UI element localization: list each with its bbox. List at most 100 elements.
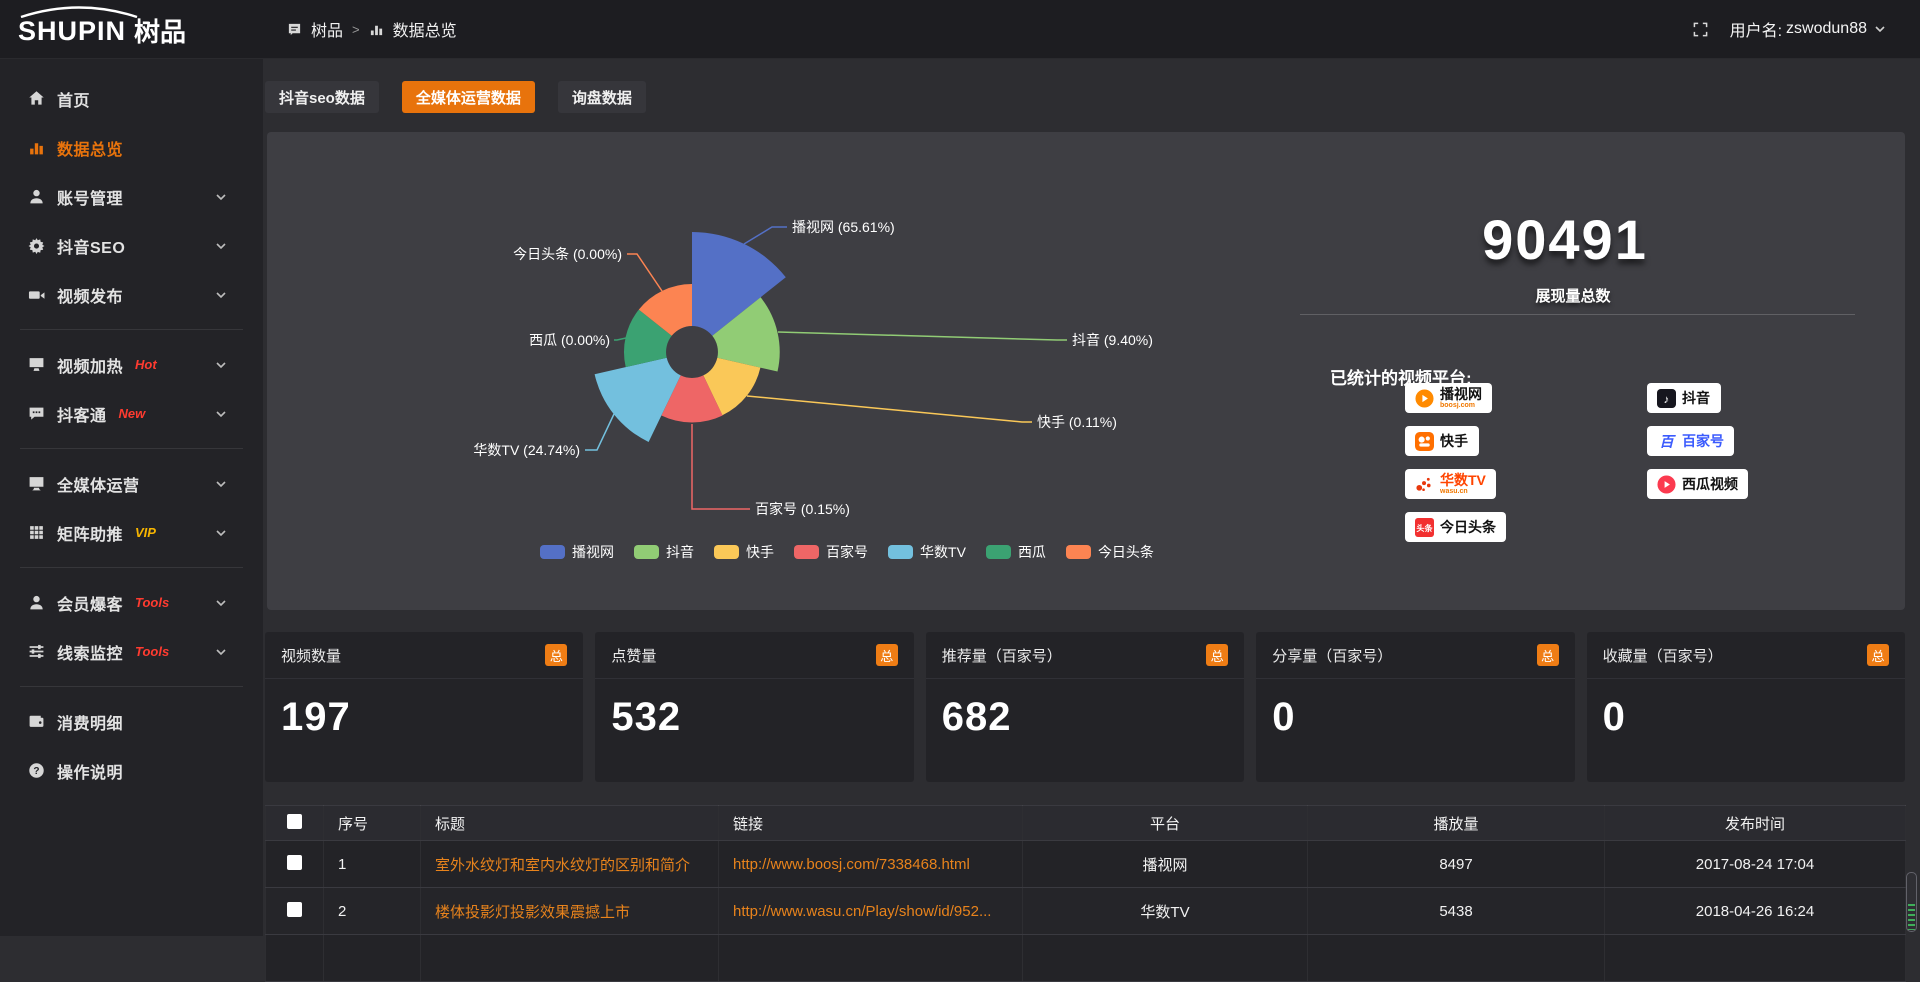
legend-item-快手[interactable]: 快手 xyxy=(714,542,774,562)
sidebar-item-7[interactable]: 抖客通 New xyxy=(0,389,263,438)
cell-title[interactable]: 室外水纹灯和室内水纹灯的区别和简介 xyxy=(420,840,719,888)
legend-item-今日头条[interactable]: 今日头条 xyxy=(1065,542,1154,562)
breadcrumb-current[interactable]: 数据总览 xyxy=(392,23,457,40)
svg-text:♪: ♪ xyxy=(1664,393,1670,405)
sidebar-item-4[interactable]: 抖音SEO xyxy=(0,221,263,270)
baijiahao-logo-icon: 百 xyxy=(1657,432,1676,451)
total-badge[interactable]: 总 xyxy=(1536,644,1559,666)
chevron-down-icon xyxy=(215,597,227,609)
sidebar-item-label: 线索监控 xyxy=(57,645,124,663)
platform-badge-name: 华数TV xyxy=(1440,472,1486,488)
sidebar-item-2[interactable]: 数据总览 xyxy=(0,123,263,172)
wallet-icon xyxy=(28,713,45,730)
summary-divider xyxy=(1300,314,1855,315)
breadcrumb: 树品 > 数据总览 xyxy=(287,0,457,58)
sidebar-item-11[interactable]: 线索监控 Tools xyxy=(0,627,263,676)
legend-item-百家号[interactable]: 百家号 xyxy=(794,542,868,562)
legend-label: 西瓜 xyxy=(1017,544,1046,560)
sidebar-item-label: 视频发布 xyxy=(57,288,124,306)
user-icon xyxy=(28,188,45,205)
platform-badge-name: 百家号 xyxy=(1682,433,1724,449)
platform-badge-今日头条: 头条 今日头条 xyxy=(1405,512,1506,542)
scrollbar-thumb[interactable] xyxy=(1906,872,1917,932)
column-header-3[interactable]: 链接 xyxy=(718,805,1023,841)
pie-slice-快手[interactable] xyxy=(703,357,761,416)
legend-item-华数TV[interactable]: 华数TV xyxy=(888,542,966,562)
legend-label: 百家号 xyxy=(826,544,869,560)
total-badge[interactable]: 总 xyxy=(1206,644,1229,666)
sidebar-item-8[interactable]: 全媒体运营 xyxy=(0,459,263,508)
tab-2[interactable]: 全媒体运营数据 xyxy=(401,81,535,113)
sidebar-item-label: 首页 xyxy=(57,92,91,110)
row-checkbox[interactable] xyxy=(287,854,302,870)
legend-label: 华数TV xyxy=(920,544,966,560)
sidebar-item-label: 抖客通 xyxy=(57,407,107,425)
sidebar-item-label: 操作说明 xyxy=(57,764,124,782)
sidebar-item-1[interactable]: 首页 xyxy=(0,74,263,123)
sidebar-divider xyxy=(20,448,243,449)
page-scrollbar[interactable] xyxy=(1906,840,1918,936)
stat-card-value: 0 xyxy=(1602,695,1626,739)
breadcrumb-root[interactable]: 树品 xyxy=(311,23,344,40)
column-header-2[interactable]: 标题 xyxy=(420,805,719,841)
fullscreen-icon[interactable] xyxy=(1693,22,1708,37)
platform-badge-快手: 快手 xyxy=(1405,426,1479,456)
stat-card-4: 分享量（百家号） 总 0 xyxy=(1256,632,1575,782)
pie-slice-华数TV[interactable] xyxy=(594,357,681,442)
legend-item-抖音[interactable]: 抖音 xyxy=(634,542,694,562)
cell-title[interactable]: 楼体投影灯投影效果震撼上市 xyxy=(420,887,719,935)
videos-table: 序号 标题 链接 平台 播放量 发布时间 1 室外水纹灯和室内水纹灯的区别和简介 http:/… xyxy=(265,805,1906,982)
pie-leader-华数TV xyxy=(585,413,615,451)
sidebar-item-tag: VIP xyxy=(135,525,156,540)
total-badge[interactable]: 总 xyxy=(875,644,898,666)
pie-slice-抖音[interactable] xyxy=(712,297,780,372)
legend-item-西瓜[interactable]: 西瓜 xyxy=(985,542,1046,562)
platform-badge-name: 抖音 xyxy=(1682,390,1710,406)
toutiao-logo-icon: 头条 xyxy=(1415,517,1434,537)
cell-link[interactable]: http://www.boosj.com/7338468.html xyxy=(718,840,1023,888)
home-icon xyxy=(28,90,45,107)
cell-index: 2 xyxy=(323,887,421,935)
member-icon xyxy=(28,594,45,611)
platform-badge-sub: boosj.com xyxy=(1440,402,1476,409)
pie-label-今日头条: 今日头条 (0.00%) xyxy=(513,246,622,262)
sidebar-item-6[interactable]: 视频加热 Hot xyxy=(0,340,263,389)
sliders-icon xyxy=(28,643,45,660)
pie-slice-今日头条[interactable] xyxy=(638,284,692,336)
user-menu[interactable]: 用户名: zswodun88 xyxy=(1730,17,1886,41)
sidebar-item-3[interactable]: 账号管理 xyxy=(0,172,263,221)
sidebar-item-13[interactable]: ? 操作说明 xyxy=(0,746,263,795)
impressions-total-label: 展现量总数 xyxy=(1535,288,1611,305)
sidebar-item-9[interactable]: 矩阵助推 VIP xyxy=(0,508,263,557)
sidebar-item-5[interactable]: 视频发布 xyxy=(0,270,263,319)
sidebar-item-label: 视频加热 xyxy=(57,358,124,376)
cell-link[interactable] xyxy=(718,934,1023,982)
pie-slice-播视网[interactable] xyxy=(692,232,786,336)
cell-time xyxy=(1604,934,1906,982)
tab-1[interactable]: 抖音seo数据 xyxy=(265,81,379,113)
column-header-6[interactable]: 发布时间 xyxy=(1604,805,1906,841)
cell-link[interactable]: http://www.wasu.cn/Play/show/id/952... xyxy=(718,887,1023,935)
bar-chart-icon xyxy=(369,22,384,37)
sidebar-item-12[interactable]: 消费明细 xyxy=(0,697,263,746)
total-badge[interactable]: 总 xyxy=(1866,644,1889,666)
overview-panel: 播视网 (65.61%) 抖音 (9.40%) 快手 (0.11%) 百家号 (0.1… xyxy=(267,132,1905,610)
tab-3[interactable]: 询盘数据 xyxy=(557,81,646,113)
legend-item-播视网[interactable]: 播视网 xyxy=(540,542,614,562)
stat-card-3: 推荐量（百家号） 总 682 xyxy=(925,632,1245,782)
column-header-5[interactable]: 播放量 xyxy=(1307,805,1605,841)
legend-swatch xyxy=(540,545,566,559)
sidebar-item-10[interactable]: 会员爆客 Tools xyxy=(0,578,263,627)
pie-slice-西瓜[interactable] xyxy=(623,309,672,368)
column-header-1[interactable]: 序号 xyxy=(323,805,421,841)
cell-title[interactable] xyxy=(420,934,719,982)
legend-swatch xyxy=(634,545,660,559)
stat-card-value: 682 xyxy=(941,695,1012,739)
column-header-4[interactable]: 平台 xyxy=(1022,805,1308,841)
svg-text:头条: 头条 xyxy=(1416,523,1433,533)
stat-cards: 视频数量总 197 点赞量总 532 推荐量（百家号）总 682 分享量（百家号）总 0 收藏量… xyxy=(265,632,1905,782)
total-badge[interactable]: 总 xyxy=(545,644,568,666)
pie-slice-百家号[interactable] xyxy=(661,375,723,423)
row-checkbox[interactable] xyxy=(287,901,302,917)
select-all-checkbox[interactable] xyxy=(287,813,302,829)
